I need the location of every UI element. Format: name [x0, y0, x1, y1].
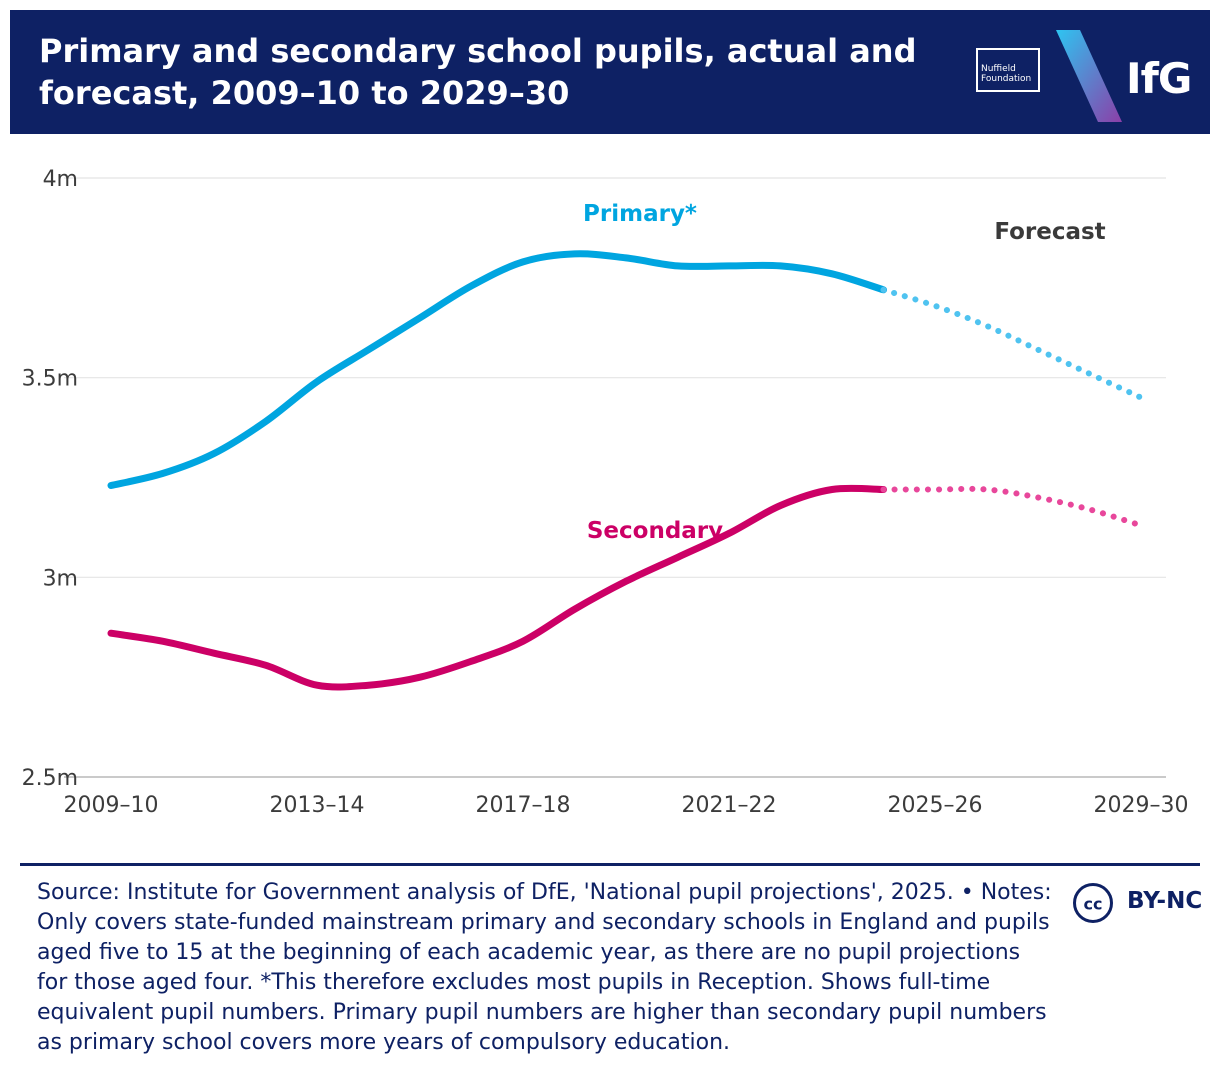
secondary-forecast-line — [880, 485, 1144, 529]
x-tick-label: 2021–22 — [682, 793, 777, 818]
nuffield-foundation-logo: Nuffield Foundation — [976, 48, 1046, 96]
x-tick-label: 2017–18 — [476, 793, 571, 818]
y-tick-label: 4m — [43, 167, 78, 192]
chart-header: Primary and secondary school pupils, act… — [10, 10, 1210, 134]
creative-commons-icon: cc — [1073, 883, 1113, 923]
primary-forecast-line — [880, 286, 1144, 401]
nuffield-logo-frame — [976, 48, 1040, 92]
footer-divider — [20, 863, 1200, 866]
ifg-logo-stripe-icon — [1056, 30, 1122, 122]
license-label: BY-NC — [1127, 888, 1203, 914]
primary-series-label: Primary* — [583, 201, 697, 227]
x-tick-label: 2009–10 — [64, 793, 159, 818]
ifg-logo-text: IfG — [1126, 54, 1192, 103]
source-and-notes: Source: Institute for Government analysi… — [37, 880, 1052, 1055]
y-tick-label: 2.5m — [22, 766, 78, 791]
y-tick-label: 3m — [43, 566, 78, 591]
x-tick-label: 2029–30 — [1094, 793, 1189, 818]
secondary-series-label: Secondary — [587, 518, 723, 544]
secondary-actual-line — [107, 484, 887, 691]
y-tick-label: 3.5m — [22, 367, 78, 392]
primary-actual-line — [107, 250, 887, 489]
nuffield-logo-text: Nuffield Foundation — [981, 64, 1032, 84]
forecast-label: Forecast — [994, 219, 1105, 245]
x-tick-label: 2025–26 — [888, 793, 983, 818]
chart-title: Primary and secondary school pupils, act… — [39, 32, 917, 112]
line-chart: 2.5m 3m 3.5m 4m 2009–10 2013–14 2017–18 2021–22… — [22, 167, 1189, 818]
cc-icon-glyph: cc — [1084, 895, 1103, 914]
x-tick-label: 2013–14 — [270, 793, 365, 818]
